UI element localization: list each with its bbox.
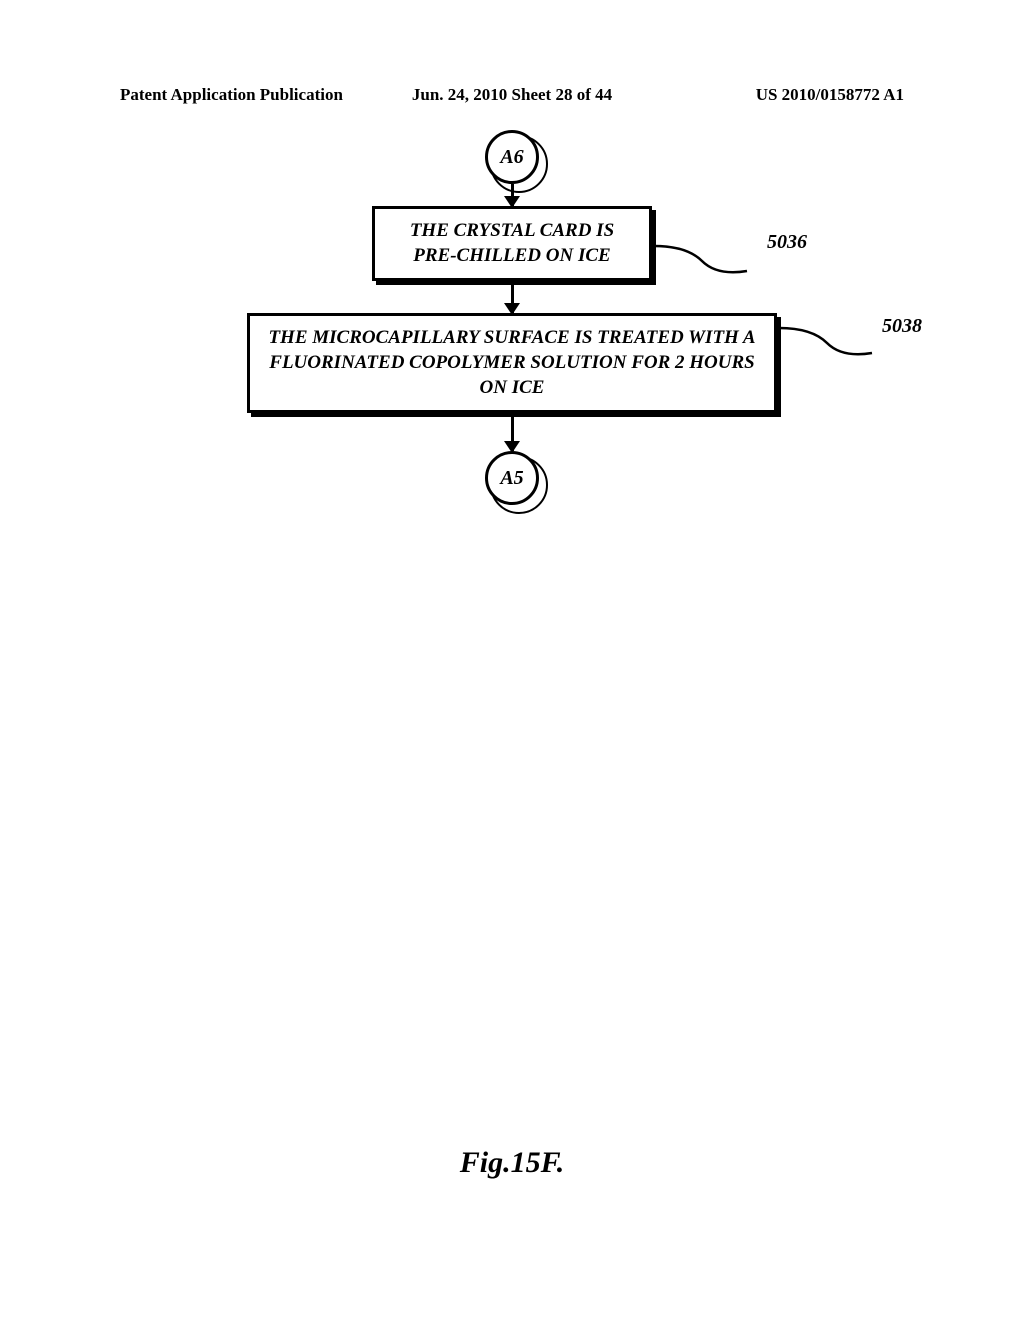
process-box-1: THE CRYSTAL CARD IS PRE-CHILLED ON ICE xyxy=(372,206,652,281)
arrow-3 xyxy=(511,413,514,451)
connector-label-bottom: A5 xyxy=(500,467,523,490)
arrow-2 xyxy=(511,281,514,313)
connector-node-bottom: A5 xyxy=(485,451,539,505)
ref-label-2: 5038 xyxy=(882,315,922,338)
connector-node-top: A6 xyxy=(485,130,539,184)
header-left: Patent Application Publication xyxy=(120,85,381,105)
flowchart-container: A6 THE CRYSTAL CARD IS PRE-CHILLED ON IC… xyxy=(247,130,777,505)
process-text-1: THE CRYSTAL CARD IS PRE-CHILLED ON ICE xyxy=(410,220,614,266)
ref-label-1: 5036 xyxy=(767,231,807,254)
ref-curve-2 xyxy=(777,318,877,368)
figure-label: Fig.15F. xyxy=(460,1146,565,1180)
box-wrapper-2: THE MICROCAPILLARY SURFACE IS TREATED WI… xyxy=(247,313,777,413)
header-center: Jun. 24, 2010 Sheet 28 of 44 xyxy=(381,85,642,105)
document-header: Patent Application Publication Jun. 24, … xyxy=(0,85,1024,105)
process-text-2: THE MICROCAPILLARY SURFACE IS TREATED WI… xyxy=(268,327,755,397)
ref-curve-1 xyxy=(652,236,752,286)
connector-label-top: A6 xyxy=(500,146,523,169)
process-box-2: THE MICROCAPILLARY SURFACE IS TREATED WI… xyxy=(247,313,777,413)
box-wrapper-1: THE CRYSTAL CARD IS PRE-CHILLED ON ICE 5… xyxy=(372,206,652,281)
arrow-1 xyxy=(511,184,514,206)
header-right: US 2010/0158772 A1 xyxy=(643,85,904,105)
